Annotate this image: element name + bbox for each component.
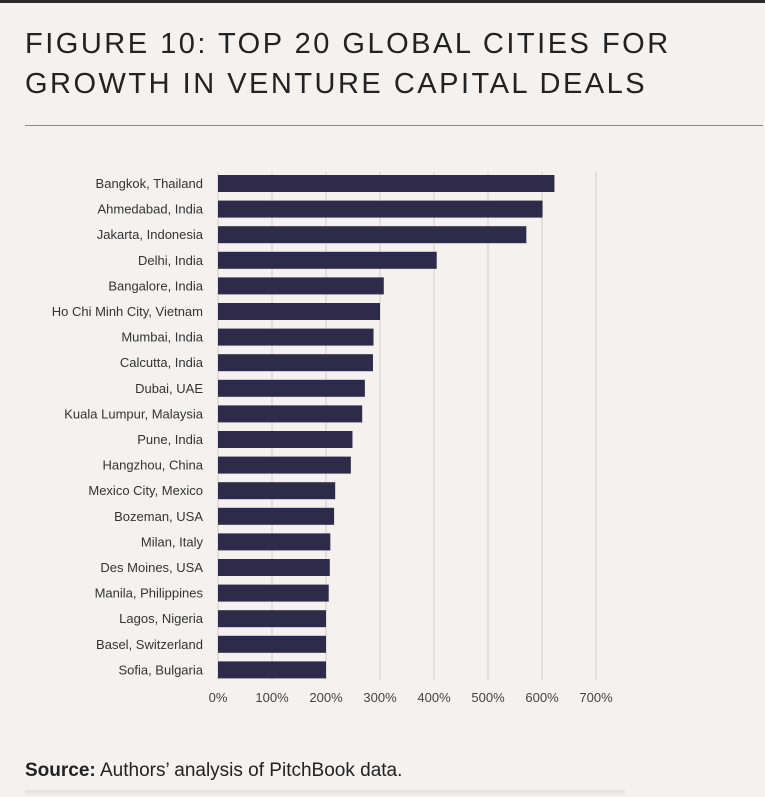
x-tick-label: 300% bbox=[363, 690, 397, 705]
category-label: Delhi, India bbox=[138, 253, 204, 268]
x-tick-label: 200% bbox=[309, 690, 343, 705]
bar bbox=[218, 226, 527, 244]
source-text: Authors’ analysis of PitchBook data. bbox=[95, 760, 403, 781]
bar bbox=[218, 559, 330, 576]
category-label: Pune, India bbox=[137, 432, 204, 447]
category-label: Calcutta, India bbox=[120, 355, 204, 370]
category-label: Bangkok, Thailand bbox=[96, 176, 203, 191]
x-tick-label: 700% bbox=[579, 690, 613, 705]
x-tick-label: 600% bbox=[525, 690, 559, 705]
bar bbox=[218, 354, 373, 372]
bar bbox=[218, 661, 326, 679]
category-label: Bozeman, USA bbox=[114, 509, 203, 524]
bar bbox=[218, 482, 336, 500]
category-label: Des Moines, USA bbox=[100, 560, 203, 575]
bar bbox=[218, 303, 380, 320]
bar bbox=[218, 507, 335, 525]
bar bbox=[218, 635, 326, 653]
bar bbox=[218, 431, 353, 448]
bar bbox=[218, 405, 363, 423]
category-label: Kuala Lumpur, Malaysia bbox=[64, 406, 204, 421]
category-label: Jakarta, Indonesia bbox=[97, 227, 204, 242]
top-rule bbox=[0, 0, 765, 3]
category-label: Manila, Philippines bbox=[95, 586, 204, 601]
bar bbox=[218, 610, 326, 628]
figure-title: FIGURE 10: TOP 20 GLOBAL CITIES FOR GROW… bbox=[25, 24, 745, 104]
bar bbox=[218, 584, 329, 602]
title-divider bbox=[25, 125, 763, 126]
bar bbox=[218, 175, 555, 192]
category-label: Bangalore, India bbox=[108, 278, 203, 293]
category-label: Ahmedabad, India bbox=[97, 202, 203, 217]
category-label: Ho Chi Minh City, Vietnam bbox=[52, 304, 203, 319]
source-label: Source: bbox=[25, 760, 96, 781]
category-label: Mexico City, Mexico bbox=[88, 483, 203, 498]
bar-chart: Bangkok, Thailand Ahmedabad, India Jakarta… bbox=[52, 172, 613, 705]
x-tick-label: 100% bbox=[255, 690, 289, 705]
title-line-2: GROWTH IN VENTURE CAPITAL DEALS bbox=[25, 68, 648, 100]
cut-off-text-edge bbox=[25, 790, 625, 797]
x-tick-label: 500% bbox=[471, 690, 505, 705]
category-label: Sofia, Bulgaria bbox=[118, 662, 203, 677]
x-tick-label: 0% bbox=[209, 690, 228, 705]
x-tick-label: 400% bbox=[417, 690, 451, 705]
title-line-1: FIGURE 10: TOP 20 GLOBAL CITIES FOR bbox=[25, 28, 671, 60]
category-label: Dubai, UAE bbox=[135, 381, 203, 396]
bar bbox=[218, 200, 543, 218]
bar bbox=[218, 328, 374, 346]
category-label: Hangzhou, China bbox=[103, 458, 204, 473]
source-note: Source: Authors’ analysis of PitchBook d… bbox=[25, 760, 402, 782]
bar bbox=[218, 277, 384, 295]
bar bbox=[218, 379, 365, 397]
bar bbox=[218, 533, 331, 551]
category-label: Mumbai, India bbox=[121, 330, 203, 345]
bar bbox=[218, 456, 351, 474]
bar bbox=[218, 251, 437, 269]
category-label: Basel, Switzerland bbox=[96, 637, 203, 652]
category-label: Milan, Italy bbox=[141, 534, 204, 549]
category-label: Lagos, Nigeria bbox=[119, 611, 204, 626]
